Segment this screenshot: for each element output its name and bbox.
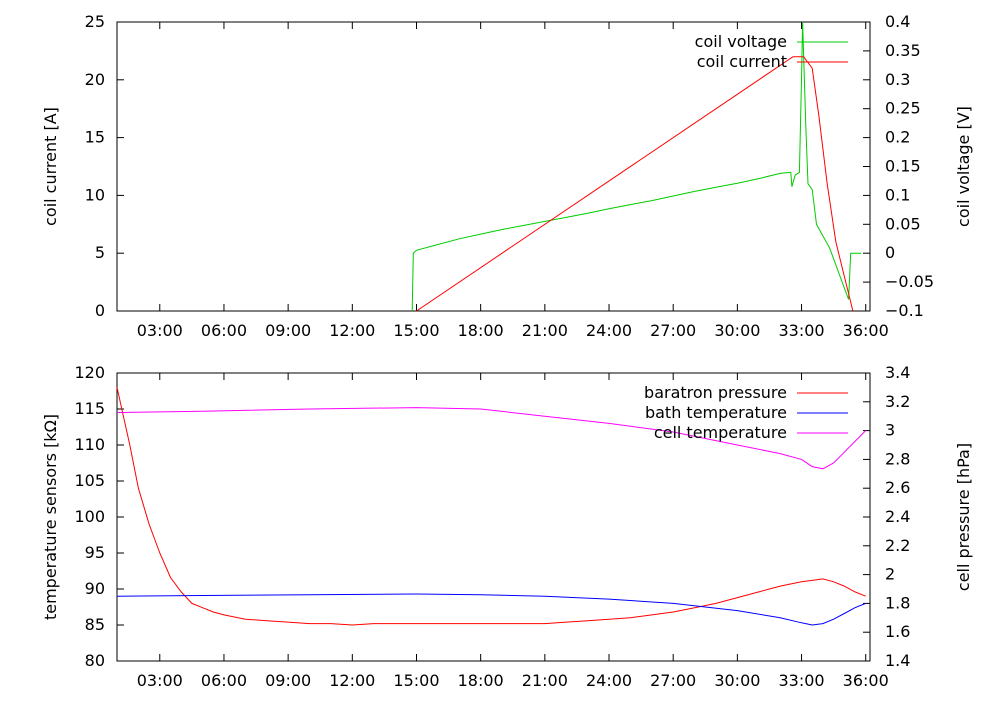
- panel2-left-tick-label: 85: [85, 615, 105, 634]
- panel1-right-tick-label: 0.1: [885, 185, 910, 204]
- panel2-right-tick-label: 3.2: [885, 392, 910, 411]
- panel2-legend-label: baratron pressure: [644, 383, 787, 402]
- panel2-left-tick-label: 80: [85, 651, 105, 670]
- panel1-x-tick-label: 03:00: [137, 321, 183, 340]
- panel2-left-tick-label: 105: [74, 471, 105, 490]
- panel1-legend-label: coil current: [697, 52, 787, 71]
- panel1-right-tick-label: 0: [885, 243, 895, 262]
- panel1-left-axis-label: coil current [A]: [41, 107, 60, 226]
- panel1-x-tick-label: 12:00: [329, 321, 375, 340]
- panel2-right-tick-label: 2.2: [885, 536, 910, 555]
- panel1-x-tick-label: 15:00: [393, 321, 439, 340]
- panel1-left-tick-label: 0: [95, 301, 105, 320]
- panel2-left-axis-label: temperature sensors [kΩ]: [41, 414, 60, 620]
- panel1-right-tick-label: −0.05: [885, 272, 934, 291]
- panel2-left-tick-label: 120: [74, 363, 105, 382]
- panel2-right-axis-label: cell pressure [hPa]: [954, 443, 973, 591]
- panel2-right-tick-label: 2.4: [885, 507, 910, 526]
- panel1-left-tick-label: 20: [85, 70, 105, 89]
- panel2-series-cell-temperature: [116, 407, 867, 470]
- panel2-legend-label: bath temperature: [645, 403, 787, 422]
- panel1-right-tick-label: 0.35: [885, 41, 921, 60]
- panel1-series-coil-voltage: [411, 21, 862, 312]
- panel1-x-tick-label: 33:00: [778, 321, 824, 340]
- panel2-right-tick-label: 3.4: [885, 363, 910, 382]
- panel1-right-tick-label: 0.3: [885, 70, 910, 89]
- panel2-legend-label: cell temperature: [654, 423, 787, 442]
- panel1-left-tick-label: 10: [85, 185, 105, 204]
- panel1-x-tick-label: 30:00: [714, 321, 760, 340]
- panel1-legend-label: coil voltage: [695, 32, 787, 51]
- panel1-x-tick-label: 36:00: [843, 321, 889, 340]
- panel2-x-tick-label: 06:00: [201, 671, 247, 690]
- panel2-right-tick-label: 1.6: [885, 622, 910, 641]
- panel1-right-axis-label: coil voltage [V]: [954, 106, 973, 227]
- panel1-left-tick-label: 5: [95, 243, 105, 262]
- panel2-x-tick-label: 15:00: [393, 671, 439, 690]
- panel2-series-bath-temperature: [116, 593, 866, 626]
- panel2-right-tick-label: 2.8: [885, 449, 910, 468]
- panel2-x-tick-label: 27:00: [650, 671, 696, 690]
- panel2-x-tick-label: 09:00: [265, 671, 311, 690]
- panel2-right-tick-label: 1.4: [885, 651, 910, 670]
- panel2-left-tick-label: 110: [74, 435, 105, 454]
- panel2-x-tick-label: 03:00: [137, 671, 183, 690]
- panel1-x-tick-label: 21:00: [522, 321, 568, 340]
- panel2-left-tick-label: 90: [85, 579, 105, 598]
- panel1-right-tick-label: 0.2: [885, 128, 910, 147]
- panel1-x-tick-label: 24:00: [586, 321, 632, 340]
- panel2-x-tick-label: 12:00: [329, 671, 375, 690]
- panel2-x-tick-label: 30:00: [714, 671, 760, 690]
- panel1-right-tick-label: 0.15: [885, 157, 921, 176]
- panel2-left-tick-label: 115: [74, 399, 105, 418]
- panel1-left-tick-label: 15: [85, 128, 105, 147]
- panel1-x-tick-label: 27:00: [650, 321, 696, 340]
- panel2-x-tick-label: 36:00: [843, 671, 889, 690]
- panel2-x-tick-label: 18:00: [458, 671, 504, 690]
- panel1-left-tick-label: 25: [85, 12, 105, 31]
- panel2-right-tick-label: 3: [885, 421, 895, 440]
- panel1-right-tick-label: 0.25: [885, 99, 921, 118]
- panel1-x-tick-label: 18:00: [458, 321, 504, 340]
- panel2-x-tick-label: 21:00: [522, 671, 568, 690]
- panel2-right-tick-label: 2.6: [885, 478, 910, 497]
- panel1-right-tick-label: −0.1: [885, 301, 924, 320]
- panel1-series-coil-current: [416, 56, 854, 312]
- panel1-right-tick-label: 0.05: [885, 214, 921, 233]
- panel2-right-tick-label: 2: [885, 565, 895, 584]
- panel2-left-tick-label: 100: [74, 507, 105, 526]
- panel2-x-tick-label: 24:00: [586, 671, 632, 690]
- panel2-left-tick-label: 95: [85, 543, 105, 562]
- panel1-x-tick-label: 09:00: [265, 321, 311, 340]
- panel1-right-tick-label: 0.4: [885, 12, 910, 31]
- panel1-x-tick-label: 06:00: [201, 321, 247, 340]
- panel2-x-tick-label: 33:00: [778, 671, 824, 690]
- panel2-right-tick-label: 1.8: [885, 593, 910, 612]
